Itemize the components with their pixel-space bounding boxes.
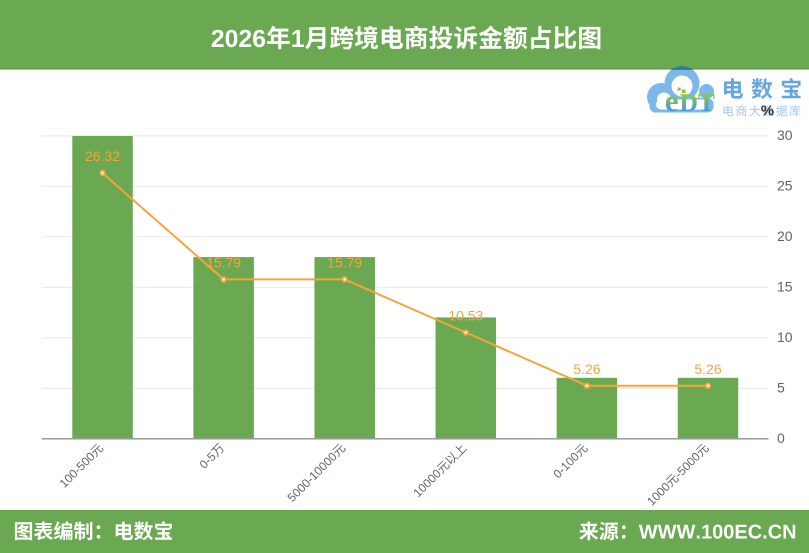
- svg-text:5.26: 5.26: [694, 361, 721, 377]
- svg-text:30: 30: [777, 127, 793, 143]
- svg-text:26.32: 26.32: [85, 148, 120, 164]
- svg-text:10.53: 10.53: [448, 308, 483, 324]
- svg-text:0: 0: [777, 430, 785, 446]
- svg-text:%: %: [761, 103, 774, 120]
- svg-text:25: 25: [777, 177, 793, 193]
- svg-text:5: 5: [777, 379, 785, 395]
- svg-text:5.26: 5.26: [573, 361, 600, 377]
- svg-text:20: 20: [777, 228, 793, 244]
- svg-text:10: 10: [777, 329, 793, 345]
- svg-text:15: 15: [777, 278, 793, 294]
- svg-text:15.79: 15.79: [327, 255, 362, 271]
- svg-text:15.79: 15.79: [206, 255, 241, 271]
